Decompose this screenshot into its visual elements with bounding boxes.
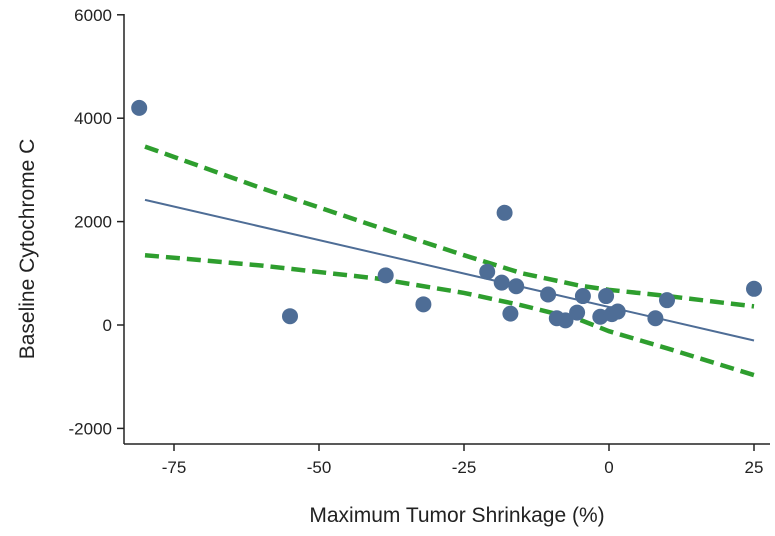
data-point — [598, 288, 615, 305]
y-tick-label: 0 — [103, 316, 112, 335]
data-point — [377, 267, 394, 284]
data-point — [574, 288, 591, 305]
data-point — [282, 308, 298, 325]
data-point — [479, 263, 496, 280]
data-points-group — [131, 99, 762, 329]
data-point — [415, 296, 432, 313]
data-point — [502, 305, 519, 322]
y-tick-label: 4000 — [74, 109, 112, 128]
x-tick-label: 0 — [604, 458, 613, 477]
data-point — [569, 304, 586, 321]
y-tick-label: 6000 — [74, 6, 112, 25]
axes-group — [123, 14, 770, 445]
confidence-band-group — [144, 144, 755, 378]
x-tick-label: -25 — [452, 458, 477, 477]
data-point — [540, 286, 557, 303]
data-point — [493, 274, 510, 291]
y-axis-title: Baseline Cytochrome C — [16, 139, 39, 360]
data-point — [659, 292, 675, 309]
y-ticks-group: 6000 4000 2000 0 -2000 — [69, 6, 124, 438]
data-point — [609, 303, 626, 320]
y-tick-label: 2000 — [74, 213, 112, 232]
data-point — [496, 204, 513, 221]
data-point — [746, 280, 762, 297]
x-tick-label: 25 — [745, 458, 764, 477]
x-ticks-group: -75 -50 -25 0 25 — [162, 444, 764, 477]
x-tick-label: -50 — [307, 458, 332, 477]
data-point — [557, 312, 574, 329]
data-point — [647, 310, 664, 327]
data-point — [508, 278, 525, 295]
x-tick-label: -75 — [162, 458, 187, 477]
confidence-upper-line — [144, 144, 755, 309]
data-point — [131, 99, 148, 116]
y-tick-label: -2000 — [69, 419, 112, 438]
x-axis-title: Maximum Tumor Shrinkage (%) — [309, 504, 604, 527]
confidence-lower-line — [144, 252, 755, 378]
